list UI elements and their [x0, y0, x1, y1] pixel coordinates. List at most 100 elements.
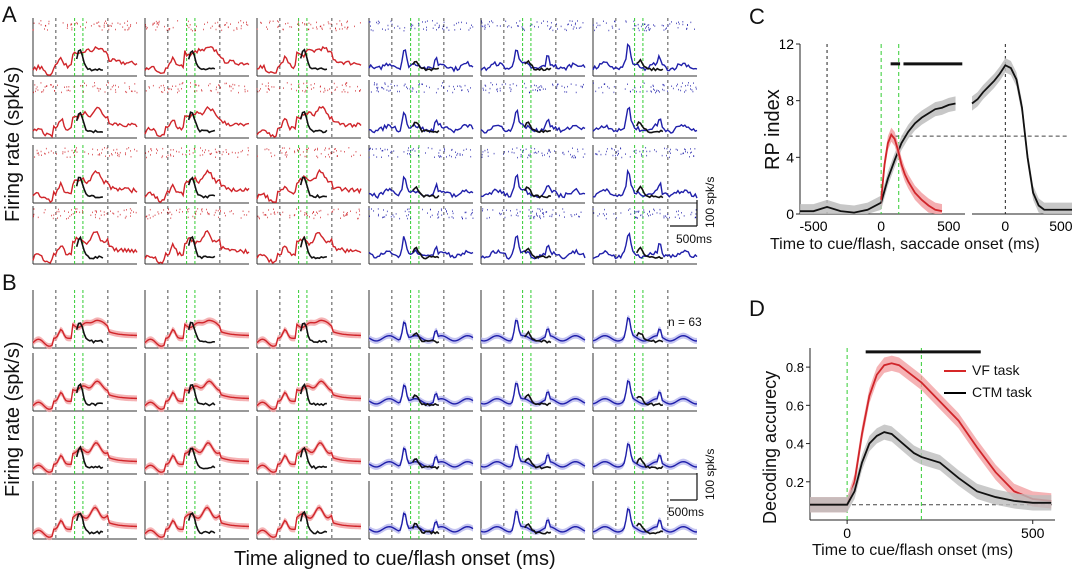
- ctm-trace: [187, 176, 216, 199]
- cell-A-1-5: [592, 80, 698, 139]
- legend-vf: VF task: [944, 362, 1019, 378]
- ctm-trace: [75, 235, 104, 260]
- ctm-trace: [636, 522, 664, 535]
- d-xtick-label: 0: [843, 525, 851, 540]
- c-xtick-label: 500: [937, 218, 961, 234]
- firing-trace: [592, 507, 698, 533]
- cell-A-0-5: [592, 18, 698, 77]
- ctm-trace: [523, 186, 552, 199]
- cell-A-2-4: [480, 145, 586, 204]
- panel-a-scale-x: 500ms: [676, 232, 713, 246]
- cell-A-0-3: [368, 18, 474, 77]
- firing-trace: [32, 230, 138, 264]
- firing-trace: [144, 230, 250, 265]
- ctm-trace: [524, 393, 551, 407]
- sem-shade: [257, 504, 361, 541]
- panel-b-xlabel: Time aligned to cue/flash onset (ms): [234, 548, 556, 570]
- ctm-trace: [636, 58, 664, 72]
- ctm-trace: [635, 331, 664, 344]
- d-line-1: [810, 431, 1052, 506]
- firing-trace: [592, 232, 698, 260]
- ctm-trace: [187, 447, 216, 470]
- firing-trace: [592, 43, 698, 72]
- d-xtick-label: 500: [1021, 525, 1045, 540]
- cell-B-0-1: [144, 290, 250, 350]
- ctm-trace: [411, 246, 440, 260]
- firing-trace: [144, 380, 250, 410]
- ctm-trace: [411, 522, 440, 535]
- cell-B-1-0: [32, 353, 138, 413]
- panel-d-ylabel: Decoding accurecy: [760, 370, 780, 524]
- panel-b-scale-y: 100 spk/s: [703, 448, 717, 500]
- sem-shade: [593, 378, 697, 407]
- ctm-trace: [187, 511, 216, 535]
- firing-trace: [144, 442, 250, 473]
- cell-B-2-5: [592, 416, 698, 475]
- ctm-trace: [75, 382, 104, 407]
- sem-shade: [481, 380, 585, 407]
- d-shade-0: [810, 355, 1052, 513]
- firing-trace: [480, 510, 586, 533]
- firing-trace: [144, 319, 250, 347]
- cell-B-3-5: [592, 481, 698, 540]
- sem-shade: [145, 439, 249, 476]
- ctm-trace: [412, 332, 440, 344]
- firing-trace: [480, 319, 586, 342]
- ctm-trace: [524, 330, 552, 344]
- cell-B-0-5: [592, 290, 698, 349]
- c-xtick-label: -500: [800, 218, 828, 234]
- c-vf-shade: [881, 127, 943, 214]
- cell-B-0-4: [480, 290, 586, 349]
- c-xtick-label: 500: [1049, 218, 1073, 234]
- firing-trace: [368, 447, 474, 468]
- firing-trace: [32, 380, 138, 410]
- cell-B-2-0: [32, 416, 138, 476]
- ctm-trace: [636, 185, 664, 199]
- firing-trace: [480, 108, 586, 134]
- firing-trace: [32, 442, 138, 473]
- firing-trace: [32, 46, 138, 76]
- cell-A-0-0: [32, 18, 138, 77]
- cell-A-0-1: [144, 18, 250, 77]
- cell-B-3-0: [32, 481, 138, 541]
- cell-B-3-2: [256, 481, 362, 541]
- ctm-trace: [524, 457, 552, 470]
- ctm-trace: [636, 395, 664, 407]
- cell-B-2-1: [144, 416, 250, 476]
- firing-trace: [256, 231, 362, 265]
- ctm-trace: [299, 48, 328, 71]
- c-xtick-label: 0: [1001, 218, 1009, 234]
- ctm-trace: [75, 176, 104, 199]
- sem-shade: [33, 504, 137, 541]
- firing-trace: [144, 169, 250, 203]
- ctm-trace: [411, 458, 440, 470]
- sem-shade: [257, 439, 361, 476]
- panel-letter-a: A: [2, 2, 17, 27]
- cell-A-0-2: [256, 18, 362, 77]
- sem-shade: [33, 317, 137, 350]
- firing-trace: [592, 316, 698, 342]
- d-ytick-label: 0.2: [786, 475, 804, 490]
- panel-c-chart: 0 4 8 12 -500 0 500 0 500: [780, 36, 1073, 234]
- cell-A-1-0: [32, 80, 138, 139]
- firing-trace: [32, 170, 138, 204]
- firing-trace: [368, 321, 474, 342]
- ctm-trace: [299, 110, 328, 134]
- legend-vf-swatch: [944, 370, 966, 373]
- ctm-trace: [411, 121, 440, 134]
- cell-A-1-4: [480, 80, 586, 139]
- d-line-0: [810, 362, 1052, 506]
- panel-a-scale-y: 100 spk/s: [703, 176, 717, 228]
- c-ytick-label: 12: [780, 36, 794, 52]
- ctm-trace: [299, 322, 328, 344]
- cell-B-1-3: [368, 353, 474, 412]
- ctm-trace: [299, 382, 327, 407]
- cell-A-2-5: [592, 145, 698, 204]
- c-ctm-shade: [800, 96, 956, 214]
- cell-A-2-3: [368, 145, 474, 204]
- cell-A-1-2: [256, 80, 362, 139]
- sem-shade: [481, 443, 585, 470]
- ctm-trace: [187, 321, 215, 344]
- ctm-trace: [299, 176, 327, 199]
- ctm-trace: [75, 445, 104, 470]
